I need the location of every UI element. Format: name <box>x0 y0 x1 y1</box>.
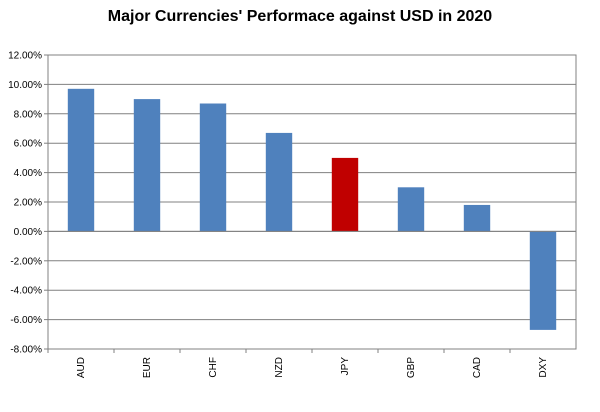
y-tick-label: -6.00% <box>10 315 42 326</box>
y-tick-label: 10.00% <box>8 80 42 91</box>
bar-cad <box>463 204 491 232</box>
y-tick-label: 0.00% <box>14 227 42 238</box>
y-axis-ticks: 12.00% 10.00% 8.00% 6.00% 4.00% 2.00% 0.00% -2.… <box>8 51 48 356</box>
y-tick-label: 2.00% <box>14 198 42 209</box>
x-category-label: EUR <box>142 357 153 378</box>
x-category-label: DXY <box>538 357 549 378</box>
bar-chf <box>199 103 227 232</box>
x-axis-labels: AUD EUR CHF NZD JPY GBP CAD DXY <box>47 349 549 378</box>
bar-nzd <box>265 132 293 232</box>
y-tick-label: 12.00% <box>8 51 42 62</box>
x-category-label: JPY <box>340 357 351 376</box>
bar-jpy <box>331 157 359 232</box>
x-category-label: CHF <box>208 357 219 378</box>
x-category-label: AUD <box>76 357 87 378</box>
bar-aud <box>67 88 95 232</box>
y-tick-label: -4.00% <box>10 286 42 297</box>
bar-gbp <box>397 187 425 232</box>
y-tick-label: 6.00% <box>14 139 42 150</box>
y-tick-label: -2.00% <box>10 256 42 267</box>
y-tick-label: -8.00% <box>10 345 42 356</box>
bar-dxy <box>529 231 557 330</box>
bars <box>67 88 557 330</box>
bar-eur <box>133 99 161 232</box>
chart-title: Major Currencies' Performace against USD… <box>107 8 493 25</box>
y-tick-label: 8.00% <box>14 109 42 120</box>
x-category-label: NZD <box>274 357 285 378</box>
x-category-label: CAD <box>472 357 483 378</box>
y-tick-label: 4.00% <box>14 168 42 179</box>
x-category-label: GBP <box>406 357 417 378</box>
